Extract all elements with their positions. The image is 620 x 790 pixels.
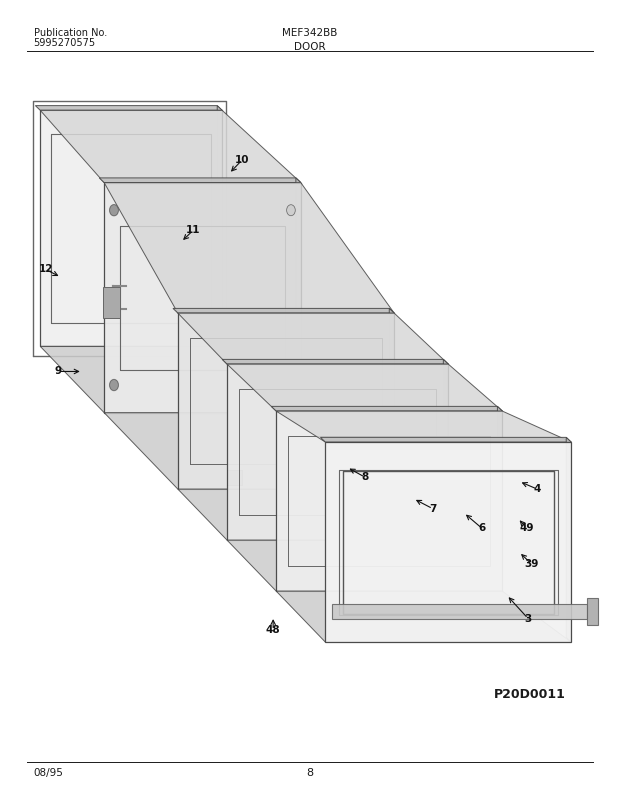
Polygon shape [227, 364, 448, 540]
Polygon shape [321, 438, 571, 442]
Text: 7: 7 [429, 504, 436, 514]
Polygon shape [326, 442, 571, 642]
Polygon shape [227, 540, 502, 591]
Text: 10: 10 [235, 155, 250, 164]
Polygon shape [173, 308, 394, 313]
Polygon shape [35, 106, 222, 111]
Text: 12: 12 [38, 265, 53, 274]
Circle shape [110, 379, 118, 390]
Text: 11: 11 [186, 225, 200, 235]
Polygon shape [104, 182, 394, 313]
Text: Publication No.: Publication No. [33, 28, 107, 38]
Circle shape [286, 379, 295, 390]
Polygon shape [103, 287, 120, 318]
Text: 8: 8 [361, 472, 369, 483]
Text: eReplacementParts.com: eReplacementParts.com [234, 389, 386, 401]
Polygon shape [104, 182, 301, 412]
Polygon shape [99, 178, 301, 182]
Text: 39: 39 [524, 559, 538, 569]
Text: 6: 6 [479, 523, 485, 533]
Polygon shape [40, 111, 301, 182]
Polygon shape [178, 489, 448, 540]
Text: 48: 48 [266, 626, 280, 635]
Polygon shape [276, 411, 502, 591]
Polygon shape [566, 438, 571, 642]
Polygon shape [587, 598, 598, 625]
Text: 08/95: 08/95 [33, 769, 63, 778]
Polygon shape [40, 111, 222, 346]
Polygon shape [497, 406, 502, 591]
Text: 3: 3 [525, 614, 532, 623]
Text: 5995270575: 5995270575 [33, 38, 95, 48]
Circle shape [110, 205, 118, 216]
Polygon shape [40, 346, 301, 412]
Polygon shape [296, 178, 301, 412]
Polygon shape [227, 364, 502, 411]
Polygon shape [178, 313, 394, 489]
Polygon shape [443, 359, 448, 540]
Polygon shape [276, 591, 571, 642]
Polygon shape [227, 469, 242, 485]
Polygon shape [104, 412, 394, 489]
Polygon shape [217, 106, 222, 346]
Text: DOOR: DOOR [294, 42, 326, 52]
Polygon shape [178, 313, 448, 364]
Text: 9: 9 [55, 367, 61, 377]
Polygon shape [272, 406, 502, 411]
Polygon shape [222, 359, 448, 364]
Circle shape [286, 205, 295, 216]
Polygon shape [332, 604, 587, 619]
Text: 49: 49 [520, 523, 534, 533]
Polygon shape [276, 411, 571, 442]
Text: P20D0011: P20D0011 [494, 688, 566, 702]
Text: MEF342BB: MEF342BB [282, 28, 338, 38]
Polygon shape [389, 308, 394, 489]
Text: 8: 8 [306, 769, 314, 778]
Text: 4: 4 [534, 484, 541, 494]
